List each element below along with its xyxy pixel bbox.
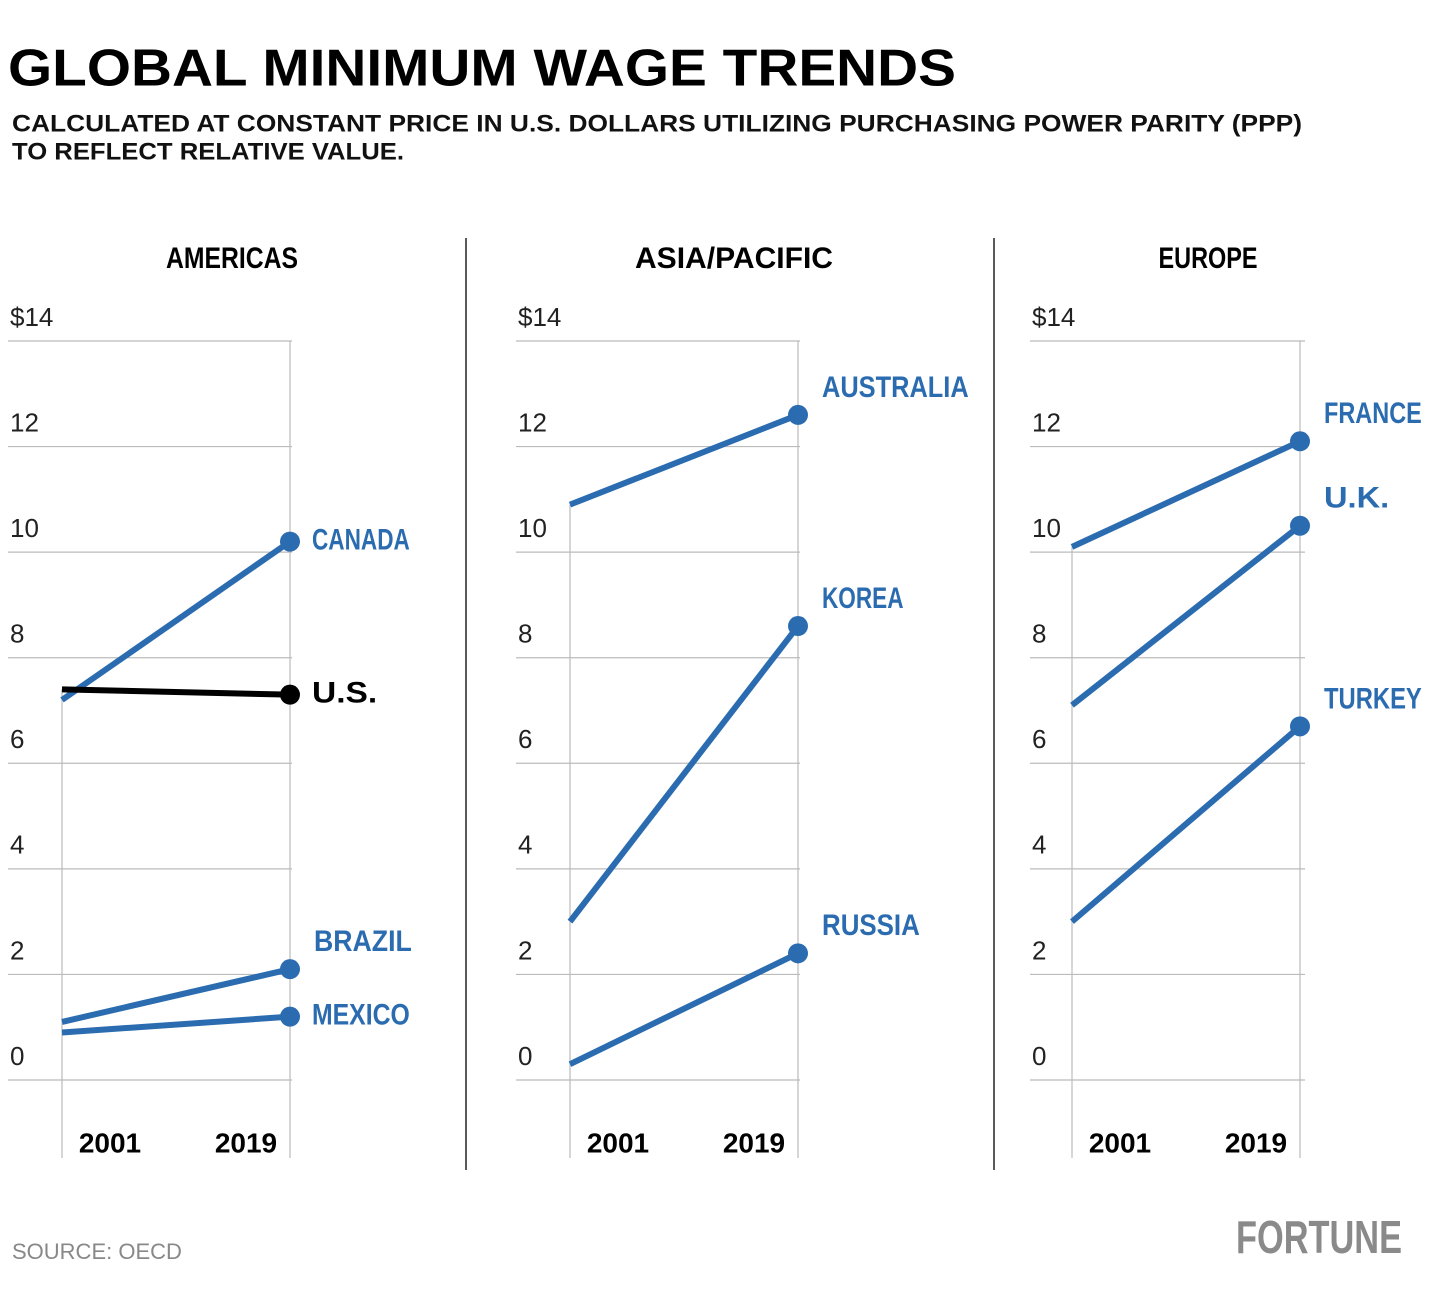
series-line [61,966,291,1025]
series-label: CANADA [312,524,410,557]
end-dot [280,531,300,552]
y-tick-label: 6 [1032,724,1046,754]
x-tick-label: 2019 [1225,1127,1287,1158]
x-tick-label: 2001 [587,1127,649,1158]
series-label: KOREA [822,582,904,615]
source: SOURCE: OECD [12,1239,182,1264]
y-tick-label: 10 [518,513,547,543]
end-dot [788,404,808,425]
logo: FORTUNE [1236,1211,1402,1263]
series-line [568,950,800,1067]
series-line [568,412,800,508]
end-dot [280,684,300,705]
y-tick-label: 10 [10,513,39,543]
y-tick-label: 2 [1032,935,1046,965]
y-tick-label: 0 [518,1041,532,1071]
y-tick-label: 12 [1032,407,1061,437]
y-tick-label: 0 [1032,1041,1046,1071]
y-tick-label: 6 [10,724,24,754]
series-line [60,539,292,703]
y-tick-label: 4 [518,830,532,860]
end-dot [280,1006,300,1027]
y-tick-label: 12 [10,407,39,437]
x-tick-label: 2001 [79,1127,141,1158]
series-label: AUSTRALIA [822,371,969,404]
panel-title: EUROPE [1159,242,1258,275]
series-label: U.S. [312,677,377,710]
panel-title: ASIA/PACIFIC [635,242,833,275]
x-tick-label: 2001 [1089,1127,1151,1158]
series-label: FRANCE [1324,397,1422,430]
y-tick-label: 4 [10,830,24,860]
end-dot [1290,716,1310,737]
end-dot [1290,431,1310,452]
subtitle: TO REFLECT RELATIVE VALUE. [12,138,404,165]
series-label: TURKEY [1324,682,1422,715]
subtitle: CALCULATED AT CONSTANT PRICE IN U.S. DOL… [12,110,1302,137]
y-tick-label: $14 [518,302,561,332]
x-tick-label: 2019 [215,1127,277,1158]
series-label: RUSSIA [822,909,920,942]
y-tick-label: 8 [1032,619,1046,649]
y-tick-label: 4 [1032,830,1046,860]
y-tick-label: 10 [1032,513,1061,543]
x-tick-label: 2019 [723,1127,785,1158]
chart-title: GLOBAL MINIMUM WAGE TRENDS [8,40,956,98]
series-line [61,686,291,698]
series-line [567,624,801,924]
series-line [1070,438,1302,550]
y-tick-label: 8 [518,619,532,649]
y-tick-label: $14 [1032,302,1075,332]
series-line [1070,523,1302,708]
y-tick-label: $14 [10,302,53,332]
y-tick-label: 2 [10,935,24,965]
y-tick-label: 12 [518,407,547,437]
end-dot [788,616,808,637]
series-label: MEXICO [312,999,410,1032]
end-dot [788,943,808,964]
y-tick-label: 2 [518,935,532,965]
end-dot [280,959,300,980]
y-tick-label: 6 [518,724,532,754]
series-label: BRAZIL [314,925,412,958]
series-line [1070,724,1302,924]
end-dot [1290,515,1310,536]
panel-title: AMERICAS [166,242,298,275]
y-tick-label: 8 [10,619,24,649]
y-tick-label: 0 [10,1041,24,1071]
series-label: U.K. [1324,482,1389,515]
series-line [61,1013,291,1036]
